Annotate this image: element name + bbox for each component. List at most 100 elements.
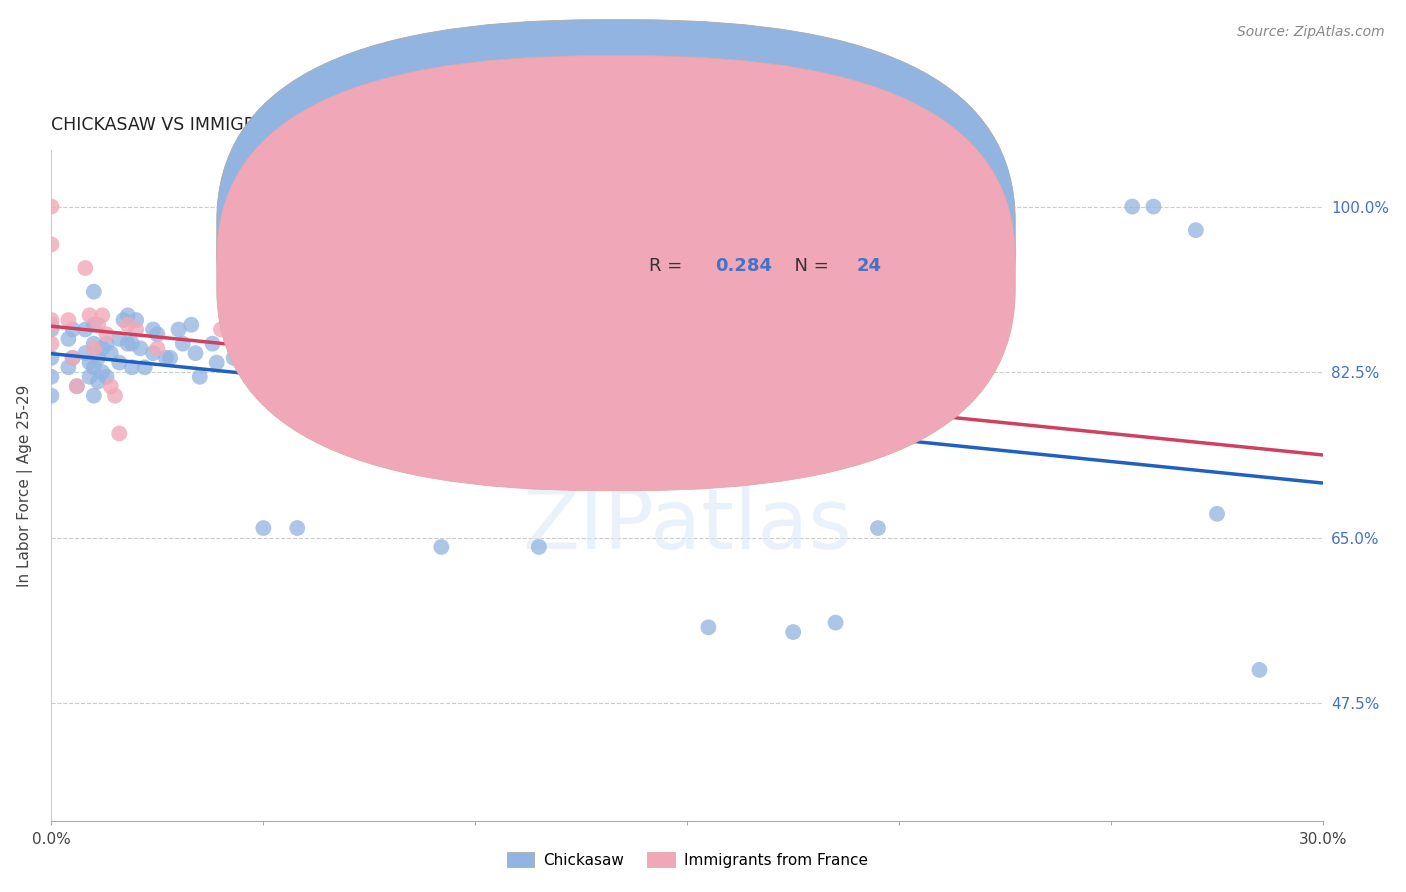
Point [273, 346, 295, 360]
Point [824, 615, 846, 630]
Text: 73: 73 [856, 219, 882, 236]
Point [75, 346, 97, 360]
Point [506, 351, 529, 365]
Point [142, 346, 165, 360]
Point [41, 313, 63, 327]
Point [83, 342, 105, 356]
Point [209, 322, 232, 336]
Point [79, 355, 101, 369]
Point [87, 318, 110, 332]
Point [87, 351, 110, 365]
Text: 0.284: 0.284 [716, 258, 772, 276]
Point [430, 540, 453, 554]
Point [83, 336, 105, 351]
Point [782, 625, 804, 640]
Point [125, 322, 148, 336]
FancyBboxPatch shape [579, 197, 904, 301]
Point [359, 346, 381, 360]
Point [1206, 507, 1229, 521]
Point [180, 318, 202, 332]
Text: N =: N = [783, 219, 834, 236]
Point [121, 336, 143, 351]
Text: Source: ZipAtlas.com: Source: ZipAtlas.com [1237, 25, 1385, 39]
Point [117, 308, 139, 322]
Point [83, 360, 105, 375]
Point [337, 351, 360, 365]
FancyBboxPatch shape [217, 20, 1015, 455]
Point [41, 237, 63, 252]
Point [146, 342, 169, 356]
Point [41, 389, 63, 403]
Point [91, 308, 114, 322]
Point [146, 327, 169, 342]
Point [83, 318, 105, 332]
Point [134, 360, 156, 375]
Point [359, 355, 381, 369]
Text: 0.189: 0.189 [716, 219, 772, 236]
Text: R =: R = [650, 219, 688, 236]
Point [252, 360, 274, 375]
Point [159, 351, 181, 365]
Point [184, 346, 207, 360]
Point [41, 322, 63, 336]
Point [125, 313, 148, 327]
Point [96, 327, 118, 342]
Y-axis label: In Labor Force | Age 25-29: In Labor Force | Age 25-29 [17, 384, 32, 587]
Point [83, 285, 105, 299]
Point [697, 620, 720, 634]
Point [108, 332, 131, 346]
Point [62, 351, 84, 365]
Point [41, 200, 63, 214]
Point [302, 346, 325, 360]
Text: R =: R = [650, 258, 688, 276]
Point [58, 313, 80, 327]
Point [75, 260, 97, 275]
Point [41, 351, 63, 365]
Point [79, 308, 101, 322]
Point [222, 351, 245, 365]
Point [142, 322, 165, 336]
Point [218, 289, 240, 303]
Text: N =: N = [783, 258, 834, 276]
Point [866, 521, 889, 535]
Point [108, 426, 131, 441]
Text: ZIPatlas: ZIPatlas [522, 485, 852, 566]
Point [66, 379, 89, 393]
Point [155, 351, 177, 365]
Point [201, 336, 224, 351]
Point [1249, 663, 1271, 677]
Point [66, 379, 89, 393]
Point [591, 351, 613, 365]
Point [117, 318, 139, 332]
Point [243, 351, 266, 365]
Point [75, 322, 97, 336]
Point [91, 342, 114, 356]
Point [316, 369, 339, 384]
Point [62, 322, 84, 336]
Point [79, 369, 101, 384]
Text: CHICKASAW VS IMMIGRANTS FROM FRANCE IN LABOR FORCE | AGE 25-29 CORRELATION CHART: CHICKASAW VS IMMIGRANTS FROM FRANCE IN L… [52, 116, 890, 135]
Point [58, 332, 80, 346]
Point [167, 322, 190, 336]
Point [58, 360, 80, 375]
Point [527, 540, 550, 554]
Point [591, 360, 613, 375]
Point [83, 389, 105, 403]
Point [41, 318, 63, 332]
Point [172, 336, 194, 351]
Point [108, 355, 131, 369]
Point [252, 521, 274, 535]
Point [100, 379, 122, 393]
Point [96, 369, 118, 384]
Point [100, 346, 122, 360]
Point [117, 336, 139, 351]
Point [62, 351, 84, 365]
Point [285, 521, 308, 535]
Point [91, 365, 114, 379]
Point [205, 355, 228, 369]
Point [112, 313, 135, 327]
Point [41, 336, 63, 351]
Point [41, 369, 63, 384]
Text: 24: 24 [856, 258, 882, 276]
Point [104, 389, 127, 403]
